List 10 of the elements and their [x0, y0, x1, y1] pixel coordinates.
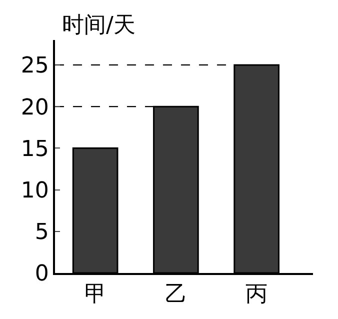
y-axis-title: 时间/天 [62, 13, 136, 38]
x-tick-label: 乙 [164, 282, 187, 308]
y-tick-label: 5 [34, 220, 49, 246]
y-tick-label: 20 [20, 95, 49, 120]
y-tick-label: 25 [20, 54, 49, 79]
x-tick-label: 甲 [84, 282, 106, 308]
y-tick-label: 10 [20, 178, 49, 204]
x-tick-label: 丙 [246, 282, 268, 308]
y-tick-label: 0 [34, 262, 49, 287]
y-tick-label: 15 [20, 136, 49, 162]
